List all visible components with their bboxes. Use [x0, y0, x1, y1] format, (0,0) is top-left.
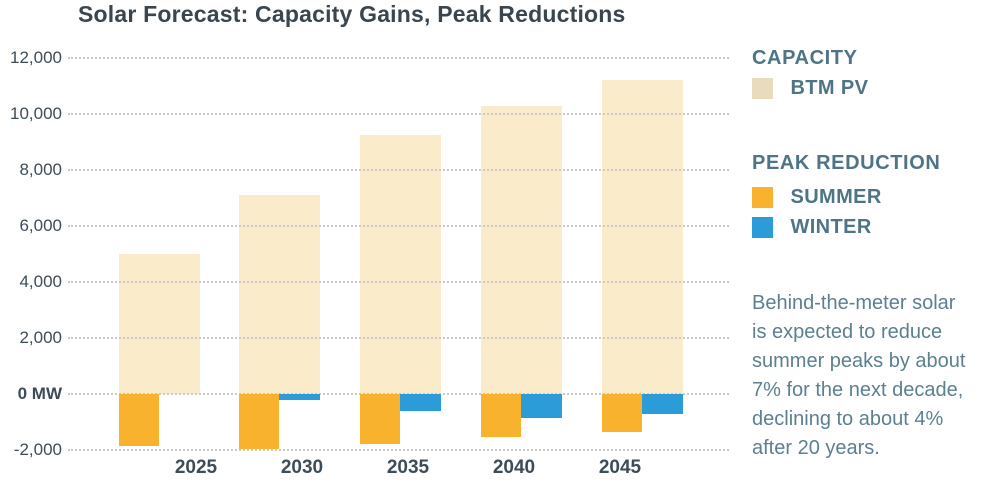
x-axis-label-2030: 2030	[280, 457, 324, 478]
y-axis-label: 4,000	[19, 272, 62, 291]
x-axis-label-2040: 2040	[492, 457, 536, 478]
bar-summer-2045	[601, 394, 642, 432]
legend-btm-pv-label: BTM PV	[790, 77, 869, 99]
legend-item-winter: WINTER	[752, 217, 872, 238]
gridline	[68, 281, 729, 283]
gridline	[68, 449, 729, 451]
bar-btm-pv-2030	[239, 195, 321, 394]
bar-btm-pv-2025	[118, 254, 200, 394]
legend-winter-label: WINTER	[790, 216, 872, 238]
gridline	[68, 225, 729, 227]
legend-capacity-header: CAPACITY	[752, 47, 858, 69]
gridline	[68, 57, 729, 59]
bar-summer-2035	[360, 394, 400, 445]
y-axis-label: 10,000	[10, 104, 62, 123]
y-axis-label: 0 MW	[17, 384, 62, 403]
chart-title: Solar Forecast: Capacity Gains, Peak Red…	[78, 1, 626, 27]
x-axis-label-2025: 2025	[174, 457, 218, 478]
note-text: Behind-the-meter solar is expected to re…	[752, 292, 966, 459]
bar-summer-2025	[118, 394, 159, 446]
bar-winter-2045	[641, 394, 683, 414]
bar-summer-2040	[480, 394, 521, 438]
bar-btm-pv-2035	[360, 135, 441, 394]
y-axis-label: -2,000	[13, 440, 62, 459]
gridline	[68, 113, 729, 115]
x-axis-label-2045: 2045	[598, 457, 642, 478]
bar-btm-pv-2040	[480, 105, 562, 394]
y-axis-label: 12,000	[10, 48, 62, 67]
legend-item-btm-pv: BTM PV	[752, 78, 868, 99]
y-axis-label: 2,000	[19, 328, 62, 347]
winter-swatch	[752, 217, 773, 238]
chart-plot: 12,000 10,000 8,000 6,000 4,000 2,000 0 MW -2,0…	[10, 48, 729, 478]
legend-summer-label: SUMMER	[790, 186, 882, 208]
bar-winter-2040	[520, 394, 562, 418]
y-axis-label: 8,000	[19, 160, 62, 179]
x-axis-label-2035: 2035	[386, 457, 430, 478]
bar-winter-2035	[400, 394, 441, 411]
gridline	[68, 337, 729, 339]
summer-swatch	[752, 187, 773, 208]
y-axis-label: 6,000	[19, 216, 62, 235]
bar-summer-2030	[239, 394, 280, 449]
gridline	[68, 169, 729, 171]
btm-pv-swatch	[752, 78, 773, 99]
bar-winter-2030	[279, 394, 321, 400]
bar-btm-pv-2045	[601, 80, 683, 394]
legend-item-summer: SUMMER	[752, 187, 882, 208]
legend-peak-reduction-header: PEAK REDUCTION	[752, 152, 941, 174]
